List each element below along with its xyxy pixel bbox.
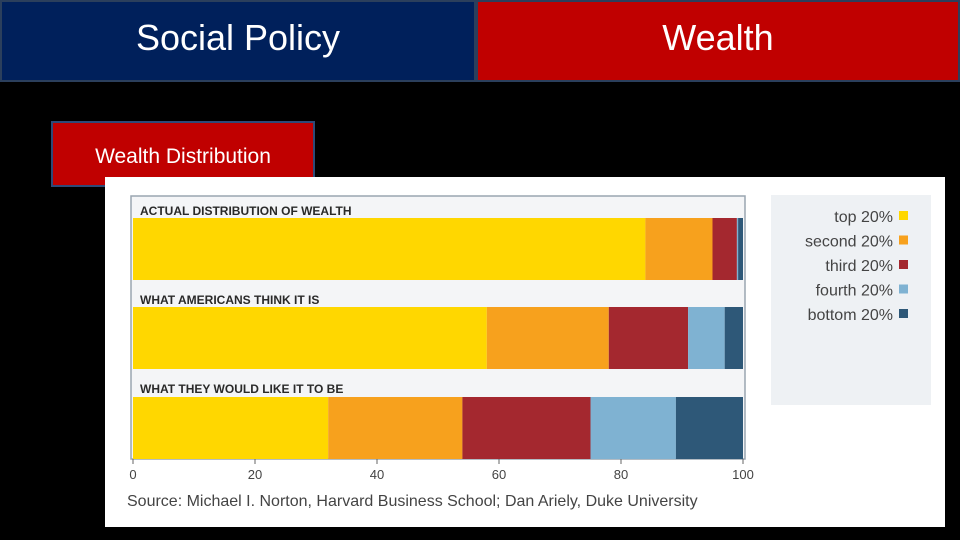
header-right: Wealth <box>476 0 960 82</box>
bar-segment <box>462 397 591 459</box>
bar-segment <box>736 218 739 280</box>
legend-swatch <box>899 260 908 269</box>
x-tick-label: 0 <box>129 467 136 482</box>
bar-segment <box>712 218 737 280</box>
bar-segment <box>608 307 689 369</box>
x-tick-label: 40 <box>370 467 384 482</box>
legend-box <box>771 195 931 405</box>
row-label: WHAT AMERICANS THINK IT IS <box>140 293 319 307</box>
header-left-title: Social Policy <box>135 17 341 58</box>
row-label: ACTUAL DISTRIBUTION OF WEALTH <box>140 204 352 218</box>
legend-swatch <box>899 235 908 245</box>
legend-swatch <box>899 211 908 220</box>
wealth-distribution-text: Wealth Distribution <box>95 145 271 168</box>
legend-label: fourth 20% <box>816 283 893 300</box>
bar-segment <box>724 307 743 369</box>
row-label: WHAT THEY WOULD LIKE IT TO BE <box>140 382 343 396</box>
bar-segment <box>133 307 487 369</box>
x-tick-label: 80 <box>614 467 628 482</box>
x-tick-label: 20 <box>248 467 262 482</box>
bar-segment <box>675 397 743 459</box>
source-text: Source: Michael I. Norton, Harvard Busin… <box>127 493 698 510</box>
x-tick-label: 100 <box>732 467 754 482</box>
legend-label: second 20% <box>805 234 893 251</box>
bar-segment <box>133 218 646 280</box>
bar-segment <box>486 307 609 369</box>
legend-swatch <box>899 309 908 318</box>
legend-label: top 20% <box>834 209 893 226</box>
chart-panel: ACTUAL DISTRIBUTION OF WEALTH WHAT AMERIC… <box>105 177 945 527</box>
bar-segment <box>328 397 463 459</box>
x-tick-label: 60 <box>492 467 506 482</box>
wealth-chart: ACTUAL DISTRIBUTION OF WEALTH WHAT AMERIC… <box>127 195 931 510</box>
bar-segment <box>738 218 743 280</box>
legend-label: bottom 20% <box>808 307 893 324</box>
wealth-distribution-label: Wealth Distribution <box>51 121 315 187</box>
legend-label: third 20% <box>825 258 893 275</box>
header-right-title: Wealth <box>662 17 774 58</box>
header-left: Social Policy <box>0 0 476 82</box>
bar-segment <box>133 397 329 459</box>
legend-swatch <box>899 284 908 294</box>
bar-segment <box>645 218 713 280</box>
bar-segment <box>590 397 676 459</box>
bar-segment <box>688 307 725 369</box>
